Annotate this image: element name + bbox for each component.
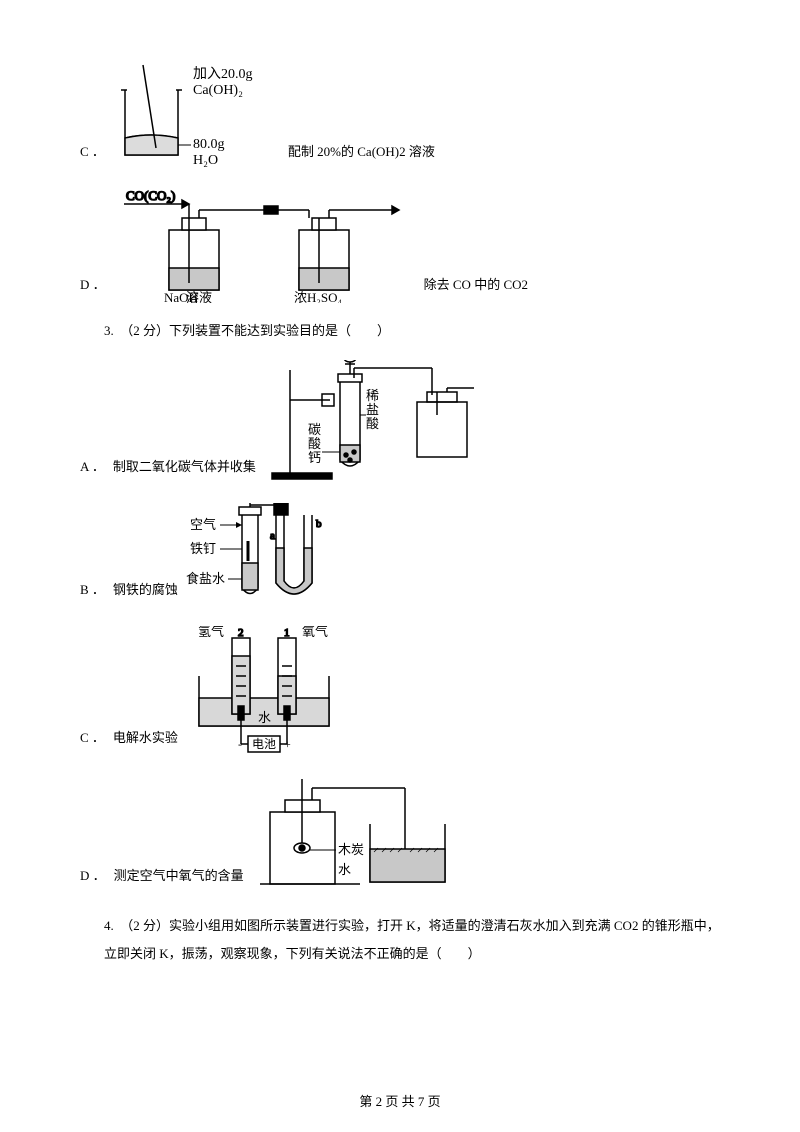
add-label-1: 加入20.0g bbox=[193, 66, 253, 82]
co2-prep-diagram: 碳 酸 钙 稀 盐 酸 bbox=[262, 360, 492, 485]
svg-text:+: + bbox=[284, 737, 291, 751]
q3-text: 3. （2 分）下列装置不能达到实验目的是（ ） bbox=[104, 321, 720, 342]
option-d-prefix: D ． bbox=[80, 274, 106, 303]
q3-opt-d-row: D ． 测定空气中氧气的含量 木炭 水 bbox=[80, 774, 720, 894]
svg-text:木炭: 木炭 bbox=[338, 842, 364, 857]
option-c-desc: 配制 20%的 Ca(OH)2 溶液 bbox=[288, 141, 435, 170]
corrosion-diagram: a b 空气 铁钉 食盐水 bbox=[184, 503, 364, 608]
add-label-2: Ca(OH)₂ bbox=[193, 83, 243, 98]
svg-text:碳: 碳 bbox=[308, 422, 321, 437]
svg-text:盐: 盐 bbox=[366, 402, 379, 417]
option-c-row: C ． 加入20.0g Ca(OH)₂ 80.0g H₂O 配制 20%的 Ca… bbox=[80, 60, 720, 170]
q3b-desc: 钢铁的腐蚀 bbox=[113, 579, 178, 608]
q3a-desc: 制取二氧化碳气体并收集 bbox=[113, 456, 256, 485]
option-d-desc: 除去 CO 中的 CO2 bbox=[424, 274, 528, 303]
svg-text:钙: 钙 bbox=[308, 450, 321, 465]
mass-label: 80.0g bbox=[193, 137, 225, 152]
svg-text:酸: 酸 bbox=[366, 416, 379, 431]
svg-text:水: 水 bbox=[338, 862, 351, 877]
b2-label: 浓H₂SO₄ bbox=[294, 290, 343, 303]
svg-text:铁钉: 铁钉 bbox=[190, 541, 216, 556]
svg-text:b: b bbox=[316, 518, 322, 530]
q3a-prefix: A ． bbox=[80, 456, 105, 485]
svg-text:食盐水: 食盐水 bbox=[186, 571, 225, 586]
gas-wash-diagram: CO(CO₂) NaOH 溶液 浓H₂SO₄ bbox=[114, 188, 414, 303]
svg-text:氧气: 氧气 bbox=[302, 626, 328, 639]
svg-text:稀: 稀 bbox=[366, 388, 379, 403]
svg-text:酸: 酸 bbox=[308, 436, 321, 451]
svg-text:1: 1 bbox=[284, 627, 290, 639]
q3-opt-b-row: B ． 钢铁的腐蚀 a b 空气 铁钉 食盐水 bbox=[80, 503, 720, 608]
q3-opt-c-row: C ． 电解水实验 2 1 氢气 氧气 水 bbox=[80, 626, 720, 756]
b1-label-b: 溶液 bbox=[186, 290, 212, 303]
page-footer: 第 2 页 共 7 页 bbox=[0, 1091, 800, 1110]
electrolysis-diagram: 2 1 氢气 氧气 水 电池 - + bbox=[184, 626, 344, 756]
svg-text:电池: 电池 bbox=[252, 737, 276, 751]
svg-text:2: 2 bbox=[238, 627, 244, 639]
svg-text:空气: 空气 bbox=[190, 517, 216, 532]
option-c-prefix: C ． bbox=[80, 141, 105, 170]
q3c-prefix: C ． bbox=[80, 727, 105, 756]
svg-text:水: 水 bbox=[258, 710, 271, 725]
inlet-gas: CO(CO₂) bbox=[126, 188, 175, 203]
water-label: H₂O bbox=[193, 153, 218, 168]
svg-text:a: a bbox=[270, 530, 275, 542]
q3-opt-a-row: A ． 制取二氧化碳气体并收集 碳 bbox=[80, 360, 720, 485]
svg-text:氢气: 氢气 bbox=[198, 626, 224, 639]
oxygen-measure-diagram: 木炭 水 bbox=[250, 774, 460, 894]
svg-text:-: - bbox=[238, 737, 242, 751]
beaker-diagram: 加入20.0g Ca(OH)₂ 80.0g H₂O bbox=[113, 60, 278, 170]
q3d-prefix: D ． bbox=[80, 865, 106, 894]
q3b-prefix: B ． bbox=[80, 579, 105, 608]
q3d-desc: 测定空气中氧气的含量 bbox=[114, 865, 244, 894]
q3c-desc: 电解水实验 bbox=[113, 727, 178, 756]
q4-text: 4. （2 分）实验小组用如图所示装置进行实验，打开 K，将适量的澄清石灰水加入… bbox=[104, 912, 720, 969]
option-d-row: D ． CO(CO₂) NaOH 溶液 bbox=[80, 188, 720, 303]
